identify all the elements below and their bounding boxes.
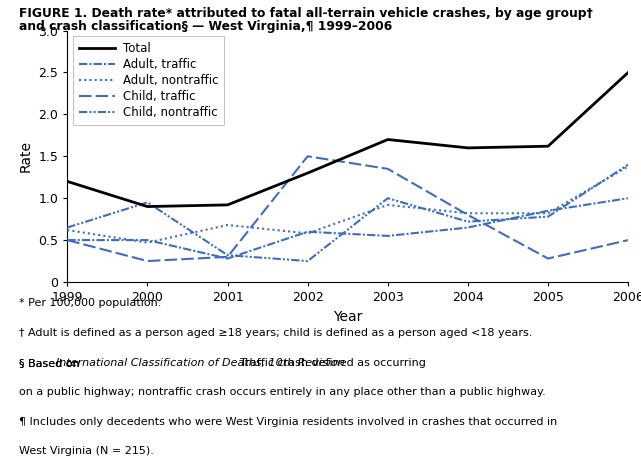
X-axis label: Year: Year	[333, 310, 362, 323]
Text: International Classification of Deaths, 10th Revision: International Classification of Deaths, …	[56, 358, 344, 368]
Text: West Virginia (N = 215).: West Virginia (N = 215).	[19, 446, 154, 456]
Text: § Based on: § Based on	[19, 358, 83, 368]
Text: on a public highway; nontraffic crash occurs entirely in any place other than a : on a public highway; nontraffic crash oc…	[19, 387, 546, 397]
Text: ¶ Includes only decedents who were West Virginia residents involved in crashes t: ¶ Includes only decedents who were West …	[19, 417, 558, 427]
Text: † Adult is defined as a person aged ≥18 years; child is defined as a person aged: † Adult is defined as a person aged ≥18 …	[19, 328, 533, 338]
Text: * Per 100,000 population.: * Per 100,000 population.	[19, 298, 162, 308]
Text: . Traffic crash defined as occurring: . Traffic crash defined as occurring	[233, 358, 426, 368]
Text: § Based on: § Based on	[19, 358, 83, 368]
Y-axis label: Rate: Rate	[19, 140, 33, 172]
Legend: Total, Adult, traffic, Adult, nontraffic, Child, traffic, Child, nontraffic: Total, Adult, traffic, Adult, nontraffic…	[73, 37, 224, 125]
Text: and crash classification§ — West Virginia,¶ 1999–2006: and crash classification§ — West Virgini…	[19, 20, 392, 33]
Text: FIGURE 1. Death rate* attributed to fatal all-terrain vehicle crashes, by age gr: FIGURE 1. Death rate* attributed to fata…	[19, 7, 593, 20]
